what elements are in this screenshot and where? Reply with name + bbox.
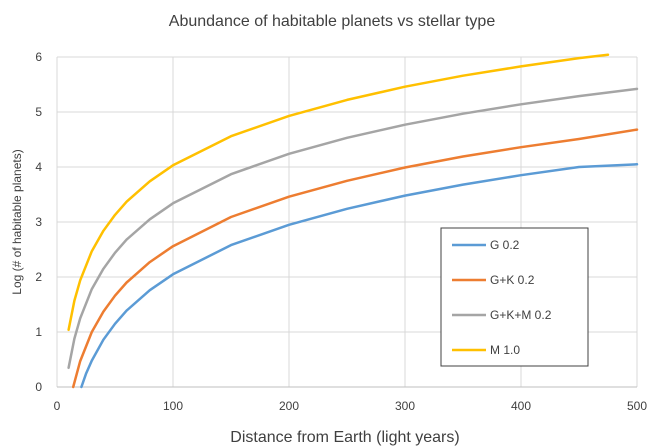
y-tick-label: 2 xyxy=(35,270,42,284)
x-tick-label: 100 xyxy=(163,399,183,413)
x-tick-label: 400 xyxy=(511,399,531,413)
y-tick-label: 3 xyxy=(35,215,42,229)
legend-label: G+K 0.2 xyxy=(490,273,535,287)
x-axis-label: Distance from Earth (light years) xyxy=(230,429,459,446)
grid xyxy=(56,56,638,388)
legend-label: M 1.0 xyxy=(490,343,520,357)
y-axis-label: Log (# of habitable planets) xyxy=(10,149,24,294)
y-tick-label: 5 xyxy=(35,105,42,119)
legend: G 0.2 G+K 0.2 G+K+M 0.2 M 1.0 xyxy=(440,227,589,367)
y-tick-label: 6 xyxy=(35,50,42,64)
legend-label: G 0.2 xyxy=(490,238,520,252)
series-line-3 xyxy=(67,87,639,370)
series-line-4 xyxy=(67,53,610,332)
y-tick-label: 0 xyxy=(35,380,42,394)
series-line-1 xyxy=(80,163,639,389)
legend-label: G+K+M 0.2 xyxy=(490,308,552,322)
y-axis-ticks: 0 1 2 3 4 5 6 xyxy=(35,50,42,394)
x-tick-label: 200 xyxy=(279,399,299,413)
x-axis-ticks: 0 100 200 300 400 500 xyxy=(54,399,648,413)
chart-title: Abundance of habitable planets vs stella… xyxy=(169,13,496,30)
plot-lines xyxy=(67,53,639,389)
x-tick-label: 300 xyxy=(395,399,415,413)
x-tick-label: 0 xyxy=(54,399,61,413)
legend-box xyxy=(440,227,589,367)
series-line-2 xyxy=(71,128,639,389)
y-tick-label: 4 xyxy=(35,160,42,174)
y-tick-label: 1 xyxy=(35,325,42,339)
x-tick-label: 500 xyxy=(627,399,647,413)
